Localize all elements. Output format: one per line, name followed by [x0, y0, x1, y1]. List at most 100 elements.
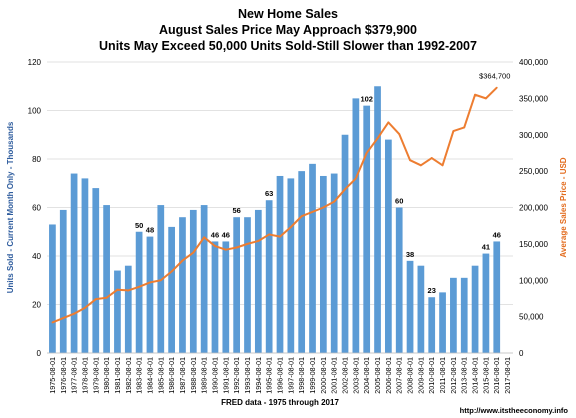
x-tick-label: 1999-08-01 [308, 357, 317, 394]
price-point [268, 233, 271, 236]
bar [471, 265, 479, 353]
chart-subtitle-1: August Sales Price May Approach $379,900 [159, 23, 417, 37]
y-left-tick-label: 80 [32, 155, 41, 164]
x-tick-label: 2007-08-01 [395, 357, 404, 394]
x-tick-label: 1991-08-01 [221, 357, 230, 394]
bar [146, 236, 154, 353]
source-credit: http://www.itstheeconomy.info [460, 406, 569, 415]
bar [287, 178, 295, 353]
price-point [181, 259, 184, 262]
x-tick-label: 1977-08-01 [70, 357, 79, 394]
bar [81, 178, 89, 353]
y-left-tick-label: 120 [28, 58, 42, 67]
price-point [300, 215, 303, 218]
x-tick-label: 1993-08-01 [243, 357, 252, 394]
bar [135, 231, 143, 353]
bar [439, 292, 446, 353]
y-right-tick-label: 250,000 [519, 167, 548, 176]
x-tick-label: 2011-08-01 [438, 357, 447, 393]
x-tick-label: 1997-08-01 [286, 357, 295, 394]
bar-data-label: 60 [395, 197, 403, 206]
price-point [387, 121, 390, 124]
y-left-tick-label: 100 [28, 107, 42, 116]
y-axis-left-label: Units Sold - Current Month Only - Thousa… [6, 121, 15, 293]
y-right-tick-label: 100,000 [519, 276, 548, 285]
y-right-tick-label: 350,000 [519, 94, 548, 103]
price-point [495, 86, 498, 89]
bar [298, 171, 306, 353]
x-tick-label: 1983-08-01 [135, 357, 144, 394]
y-left-tick-label: 0 [37, 349, 42, 358]
price-point [365, 152, 368, 154]
bar-data-label: 46 [222, 230, 230, 239]
price-point [170, 270, 173, 273]
bar [406, 260, 414, 353]
bar [265, 200, 273, 353]
x-tick-label: 1976-08-01 [59, 357, 68, 394]
bar-data-label: 48 [146, 226, 154, 235]
bar-data-label: 56 [232, 206, 240, 215]
x-tick-label: 1978-08-01 [80, 357, 89, 394]
x-tick-label: 1996-08-01 [276, 357, 285, 394]
price-end-label: $364,700 [479, 72, 510, 81]
bar [179, 217, 186, 353]
x-tick-label: 1990-08-01 [210, 357, 219, 394]
x-tick-label: 1988-08-01 [189, 357, 198, 394]
x-tick-label: 1987-08-01 [178, 357, 187, 394]
price-point [159, 279, 162, 282]
x-tick-label: 1986-08-01 [167, 357, 176, 394]
y-right-tick-label: 300,000 [519, 131, 548, 140]
axes: 0 20 40 60 80 100 120 0 50,000 100,000 150,000 200,… [28, 58, 549, 394]
bar [103, 205, 110, 353]
price-point [376, 137, 379, 140]
x-tick-label: 2003-08-01 [351, 357, 360, 394]
y-left-tick-label: 20 [32, 301, 41, 310]
bar [254, 209, 262, 353]
x-tick-label: 1982-08-01 [124, 357, 133, 394]
price-point [127, 289, 130, 292]
price-line [52, 86, 498, 324]
bar [330, 173, 338, 353]
x-tick-label: 2002-08-01 [341, 357, 350, 394]
bar [92, 188, 100, 353]
price-point [138, 285, 141, 288]
x-tick-label: 1992-08-01 [232, 357, 241, 394]
x-tick-label: 2009-08-01 [416, 357, 425, 394]
y-right-tick-label: 400,000 [519, 58, 548, 67]
bar [428, 297, 436, 353]
x-tick-label: 2001-08-01 [330, 357, 339, 394]
x-tick-label: 1985-08-01 [156, 357, 165, 394]
bar [211, 241, 219, 353]
bar [493, 241, 501, 353]
bar [374, 86, 381, 353]
price-point [224, 248, 227, 251]
price-point [485, 97, 487, 100]
bar [233, 217, 241, 353]
price-point [452, 130, 455, 133]
bar-data-label: 38 [406, 250, 414, 259]
price-point [84, 306, 86, 309]
x-tick-label: 2008-08-01 [406, 357, 415, 394]
bar [341, 134, 349, 353]
x-tick-label: 1989-08-01 [200, 357, 209, 394]
bar-data-label: 46 [211, 230, 219, 239]
price-point [62, 317, 65, 319]
bar [460, 277, 468, 353]
price-point [441, 164, 444, 167]
x-axis-label: FRED data - 1975 through 2017 [221, 398, 339, 407]
x-tick-label: 2004-08-01 [362, 357, 371, 394]
y-right-tick-label: 150,000 [519, 240, 548, 249]
bar [222, 241, 230, 353]
price-point [333, 200, 336, 203]
x-tick-label: 2012-08-01 [449, 357, 458, 394]
x-tick-label: 2005-08-01 [373, 357, 382, 394]
price-point [474, 93, 476, 96]
price-point [149, 281, 151, 284]
x-tick-label: 2000-08-01 [319, 357, 328, 394]
price-point [409, 159, 411, 162]
bar-series [49, 86, 501, 354]
price-point [214, 245, 216, 247]
